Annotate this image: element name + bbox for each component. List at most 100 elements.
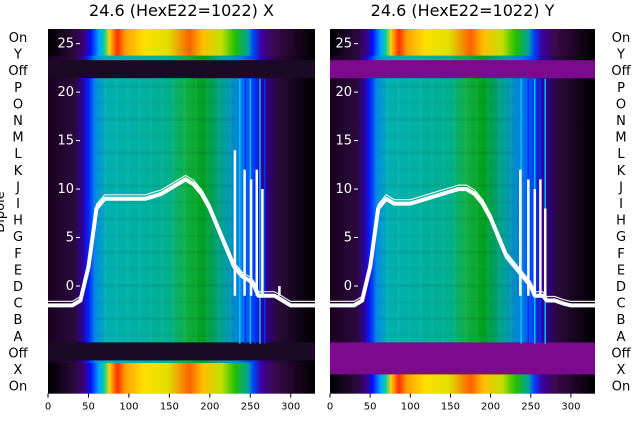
inner-y-tick-label: 0	[66, 279, 74, 294]
heatmap-body	[48, 29, 315, 394]
row-label: A	[14, 330, 23, 345]
heatmap-row-stripe	[97, 101, 235, 104]
heatmap-row-stripe	[96, 118, 235, 121]
heatmap-stripe	[160, 78, 164, 344]
heatmap-stripe	[407, 78, 411, 344]
heatmap-stripe	[441, 78, 445, 344]
row-label: J	[618, 180, 623, 195]
row-label: M	[615, 131, 626, 146]
y-axis-label: Dipole	[0, 191, 8, 232]
inner-y-tick-label: 20	[335, 85, 352, 100]
off-band-top	[330, 60, 595, 79]
heatmap-stripe	[475, 78, 479, 344]
heatmap-row-stripe	[378, 284, 515, 287]
inner-y-tick-label: 10	[57, 182, 74, 197]
row-label: Y	[616, 48, 625, 63]
inner-y-tick-label: 25	[335, 37, 352, 52]
row-label: F	[617, 247, 624, 262]
heatmap-row-stripe	[378, 84, 515, 88]
row-label: X	[14, 363, 23, 378]
x-tick-label: 300	[281, 402, 300, 413]
inner-y-tick-label: 10	[335, 182, 352, 197]
heatmap-stripe	[126, 78, 130, 344]
heatmap-stripe	[103, 78, 107, 344]
heatmap-stripe	[430, 78, 434, 344]
row-label: Off	[611, 346, 631, 361]
x-tick-label: 100	[401, 402, 420, 413]
heatmap-stripe	[509, 78, 513, 344]
row-label: L	[14, 147, 22, 162]
row-label: P	[14, 81, 22, 96]
heatmap-row-stripe	[97, 201, 235, 204]
heatmap-stripe	[497, 78, 501, 344]
row-label: On	[612, 380, 630, 395]
row-label: X	[617, 363, 626, 378]
heatmap-row-stripe	[97, 168, 235, 171]
heatmap-body	[330, 29, 595, 394]
heatmap-row-stripe	[96, 317, 235, 321]
heatmap-row-stripe	[97, 267, 235, 270]
heatmap-row-stripe	[96, 284, 235, 287]
heatmap-stripe	[419, 78, 423, 344]
x-tick-label: 200	[200, 402, 219, 413]
heatmap-stripe	[396, 78, 400, 344]
heatmap-row-stripe	[378, 317, 515, 321]
row-label: F	[14, 247, 21, 262]
row-label: M	[12, 131, 23, 146]
x-tick-label: 50	[82, 402, 95, 413]
x-tick-label: 100	[119, 402, 138, 413]
row-label: G	[616, 230, 626, 245]
chart-title: 24.6 (HexE22=1022) X	[89, 1, 274, 20]
row-label: I	[16, 197, 20, 212]
row-label: Y	[13, 48, 22, 63]
heatmap-row-stripe	[378, 151, 515, 155]
row-label: B	[14, 313, 23, 328]
row-label: C	[13, 297, 22, 312]
heatmap-stripe	[137, 78, 141, 344]
row-label: G	[13, 230, 23, 245]
heatmap-row-stripe	[378, 234, 515, 237]
heatmap-row-stripe	[378, 250, 515, 254]
row-label: C	[616, 297, 625, 312]
row-label: On	[9, 380, 27, 395]
overlay-series-line-echo	[48, 174, 315, 302]
heatmap-row-stripe	[378, 301, 515, 304]
row-label: L	[617, 147, 625, 162]
heatmap-stripe	[194, 78, 198, 344]
row-label: On	[612, 31, 630, 46]
heatmap-stripe	[115, 78, 119, 344]
heatmap-stripe	[171, 78, 175, 344]
row-label: J	[15, 180, 20, 195]
heatmap-row-stripe	[96, 151, 235, 155]
row-label: Off	[8, 346, 28, 361]
spectrum-band-top	[48, 29, 315, 56]
row-label: N	[13, 114, 23, 129]
heatmap-stripe	[183, 78, 187, 344]
row-label: E	[617, 263, 625, 278]
heatmap-row-stripe	[378, 135, 515, 138]
heatmap-row-stripe	[96, 250, 235, 254]
heatmap-row-stripe	[97, 135, 235, 138]
spectrum-band-bottom	[48, 363, 315, 394]
inner-y-tick-label: 5	[344, 231, 352, 246]
x-tick-label: 50	[364, 402, 377, 413]
heatmap-stripe	[385, 78, 389, 344]
inner-y-tick-label: 5	[66, 231, 74, 246]
heatmap-stripe	[464, 78, 468, 344]
row-label: N	[616, 114, 626, 129]
heatmap-stripe	[149, 78, 153, 344]
x-tick-label: 300	[561, 402, 580, 413]
x-tick-label: 250	[241, 402, 260, 413]
row-label: P	[617, 81, 625, 96]
row-label: E	[14, 263, 22, 278]
x-tick-label: 150	[441, 402, 460, 413]
row-label: B	[617, 313, 626, 328]
heatmap-row-stripe	[378, 101, 515, 104]
heatmap-stripe	[217, 78, 221, 344]
row-label: O	[13, 97, 23, 112]
heatmap-row-stripe	[97, 301, 235, 304]
x-tick-label: 0	[45, 402, 51, 413]
